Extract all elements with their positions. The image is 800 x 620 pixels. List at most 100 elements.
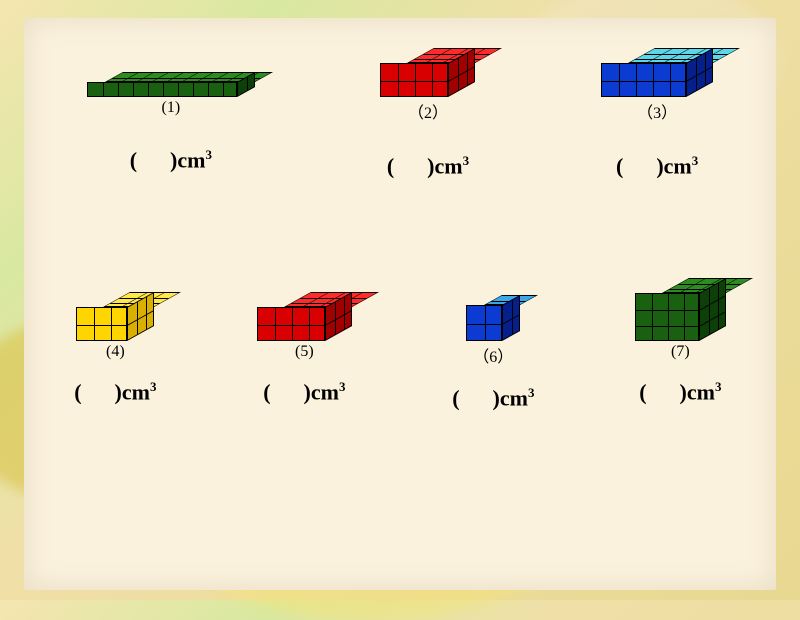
grid-line	[467, 324, 501, 325]
cuboid-holder	[635, 278, 726, 341]
grid-line	[432, 64, 433, 96]
grid-line	[670, 64, 671, 96]
grid-line	[652, 294, 653, 340]
grid-line	[687, 67, 712, 82]
grid-line	[709, 288, 710, 335]
figure-number: (7)	[671, 343, 690, 361]
grid-line	[653, 64, 654, 96]
worksheet-page: (1)( )cm3（2）( )cm3（3）( )cm3 (4)( )cm3(5)…	[24, 18, 776, 590]
cuboid-front	[87, 82, 237, 97]
grid-line	[178, 83, 179, 96]
figure-item: (1) ( )cm3	[87, 48, 255, 179]
cuboid	[87, 72, 255, 97]
grid-line	[449, 67, 474, 82]
cuboid-front	[380, 63, 448, 97]
grid-line	[223, 83, 224, 96]
grid-line	[138, 73, 153, 81]
grid-line	[684, 294, 685, 340]
cuboid-front	[635, 293, 699, 341]
figure-item: （3） ( )cm3	[601, 48, 713, 179]
grid-line	[668, 294, 669, 340]
answer-blank: ( )cm3	[263, 379, 345, 405]
grid-line	[636, 310, 698, 311]
grid-line	[94, 308, 95, 340]
grid-line	[247, 77, 248, 91]
grid-line	[198, 73, 213, 81]
cuboid-side	[502, 295, 520, 341]
grid-line	[213, 73, 228, 81]
grid-line	[163, 83, 164, 96]
grid-line	[168, 73, 183, 81]
figure-number: (1)	[162, 99, 181, 117]
cuboid-top	[628, 48, 740, 63]
cuboid-holder	[257, 278, 352, 341]
cuboid	[76, 292, 154, 341]
answer-blank: ( )cm3	[452, 385, 534, 411]
figure-item: （2） ( )cm3	[380, 48, 475, 179]
grid-line	[326, 311, 351, 326]
grid-line	[111, 308, 112, 340]
answer-blank: ( )cm3	[616, 153, 698, 179]
grid-line	[111, 78, 261, 79]
grid-line	[299, 298, 367, 299]
figures-row-1: (1) ( )cm3 （2） ( )cm3 （3） ( )cm3	[24, 48, 776, 179]
grid-line	[148, 83, 149, 96]
cuboid-holder	[466, 278, 520, 341]
grid-line	[208, 83, 209, 96]
cuboid	[257, 292, 352, 341]
grid-line	[103, 83, 104, 96]
figure-number: （2）	[408, 99, 448, 123]
grid-line	[123, 73, 138, 81]
grid-line	[677, 284, 741, 285]
cuboid	[635, 278, 726, 341]
figure-item: (5) ( )cm3	[257, 278, 352, 411]
grid-line	[700, 312, 725, 327]
grid-line	[292, 308, 293, 340]
grid-line	[133, 83, 134, 96]
answer-blank: ( )cm3	[74, 379, 156, 405]
grid-line	[485, 306, 486, 340]
grid-line	[619, 64, 620, 96]
grid-line	[77, 325, 126, 326]
grid-line	[275, 308, 276, 340]
figure-item: （6） ( )cm3	[452, 278, 534, 411]
figure-number: (4)	[106, 343, 125, 361]
grid-line	[381, 81, 447, 82]
figure-number: (5)	[295, 343, 314, 361]
grid-line	[636, 64, 637, 96]
grid-line	[718, 283, 719, 330]
cuboid-holder	[87, 48, 255, 97]
cuboid-front	[257, 307, 325, 341]
grid-line	[700, 296, 725, 311]
grid-line	[183, 73, 198, 81]
cuboid-front	[601, 63, 686, 97]
cuboid	[601, 48, 713, 97]
grid-line	[681, 279, 705, 292]
grid-line	[423, 54, 491, 55]
cuboid-front	[466, 305, 502, 341]
grid-line	[415, 64, 416, 96]
figure-item: (7) ( )cm3	[635, 278, 726, 411]
answer-blank: ( )cm3	[387, 153, 469, 179]
grid-line	[309, 308, 310, 340]
answer-blank: ( )cm3	[639, 379, 721, 405]
figures-row-2: (4) ( )cm3 (5) ( )cm3 （6） ( )cm3 (7) ( )cm3	[24, 278, 776, 411]
answer-blank: ( )cm3	[130, 147, 212, 173]
cuboid	[380, 48, 475, 97]
cuboid-holder	[76, 278, 154, 341]
cuboid-holder	[601, 48, 713, 97]
grid-line	[128, 311, 153, 326]
cuboid	[466, 295, 520, 341]
cuboid-front	[76, 307, 127, 341]
grid-line	[193, 83, 194, 96]
grid-line	[398, 64, 399, 96]
grid-line	[258, 325, 324, 326]
cuboid-holder	[380, 48, 475, 97]
grid-line	[636, 326, 698, 327]
figure-item: (4) ( )cm3	[74, 278, 156, 411]
grid-line	[644, 54, 729, 55]
figure-number: （6）	[473, 343, 513, 367]
figure-number: （3）	[637, 99, 677, 123]
grid-line	[602, 81, 685, 82]
grid-line	[118, 83, 119, 96]
